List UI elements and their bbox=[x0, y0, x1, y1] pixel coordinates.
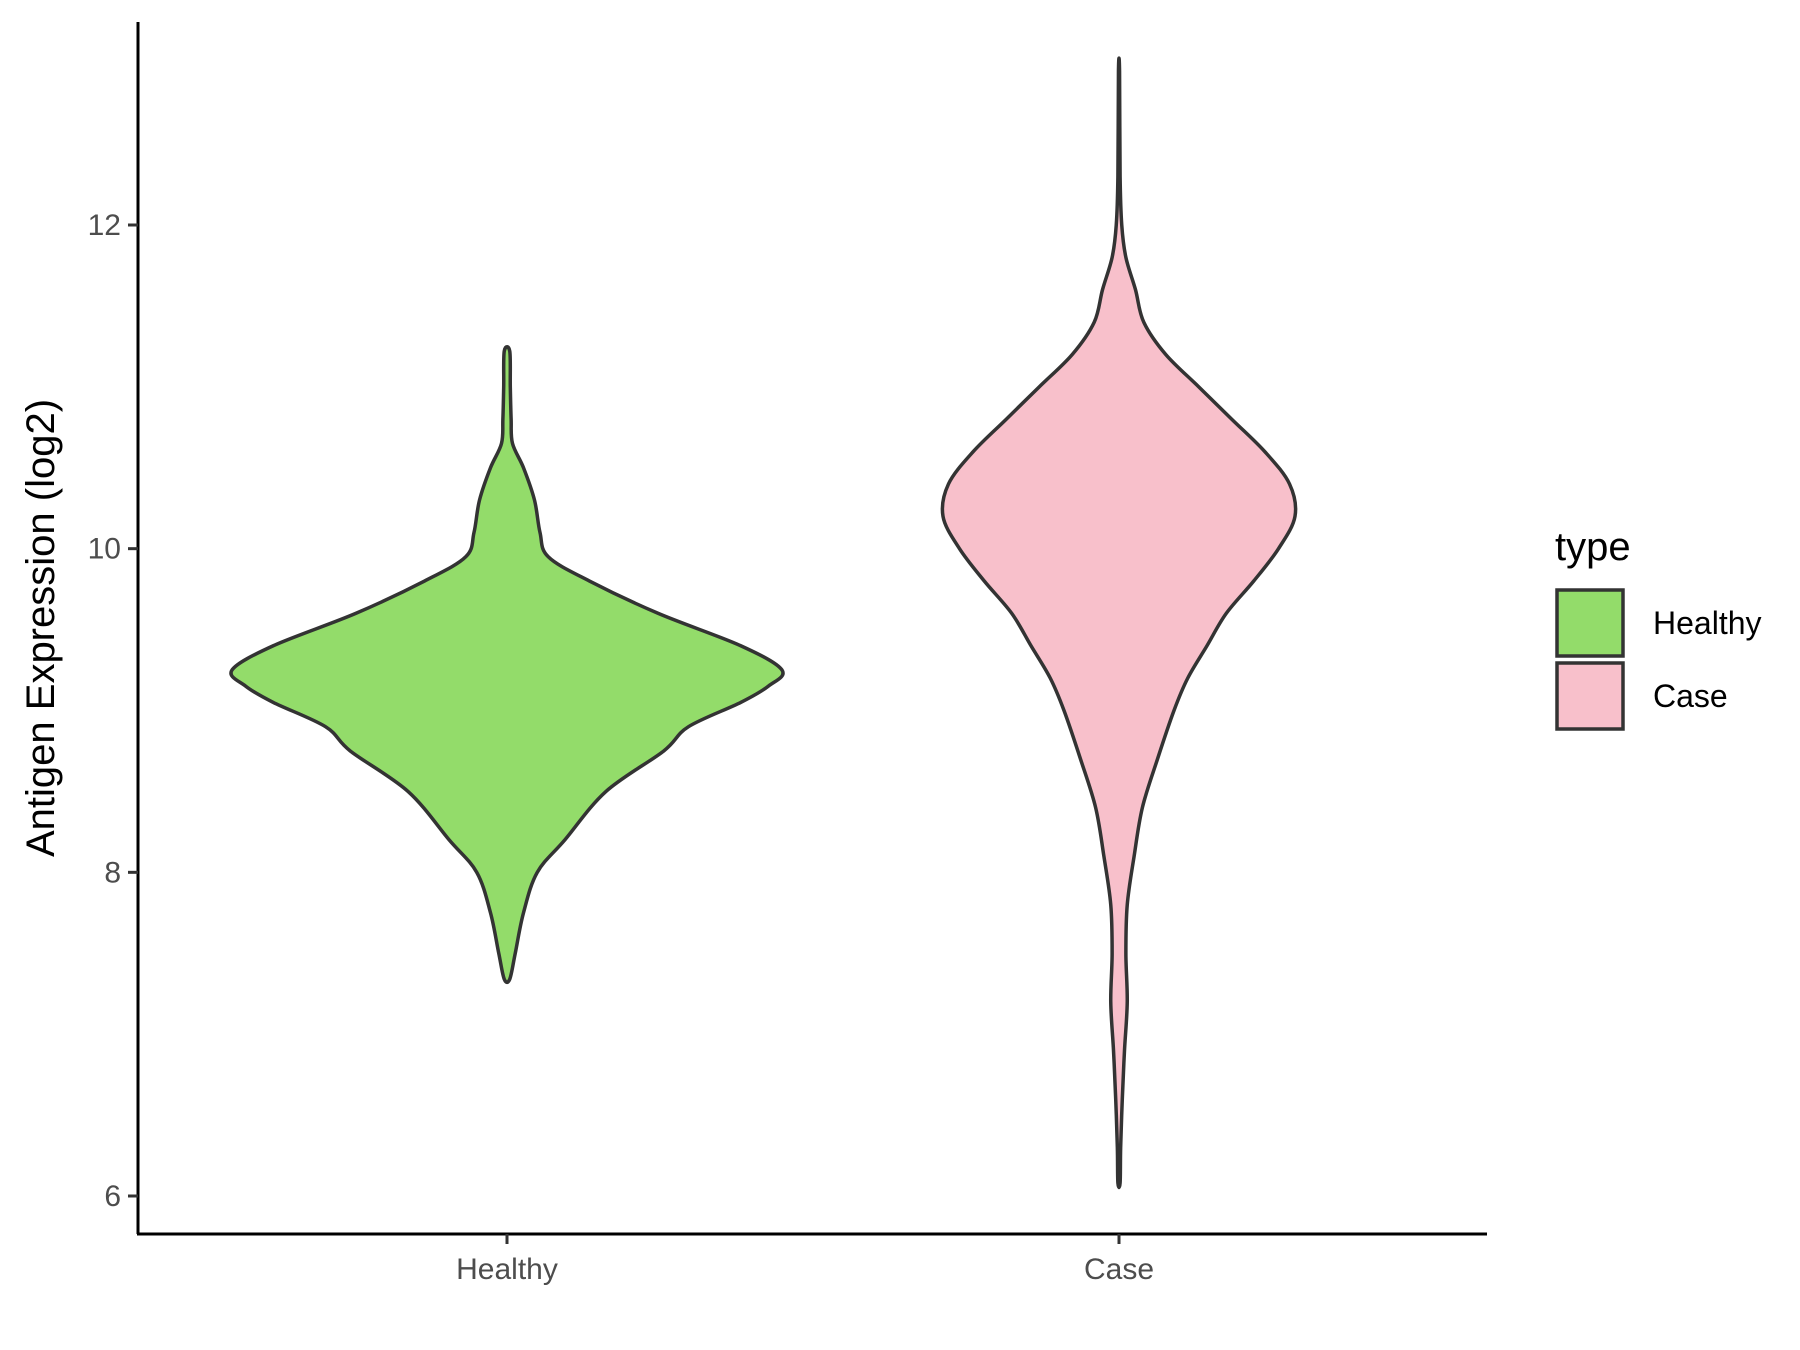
violin-healthy bbox=[229, 345, 785, 985]
x-axis-ticks: Healthy Case bbox=[456, 1234, 1154, 1286]
x-tick-label: Case bbox=[1084, 1253, 1154, 1286]
y-tick-label: 12 bbox=[88, 209, 121, 242]
y-tick-label: 8 bbox=[104, 856, 121, 889]
legend-items: Healthy Case bbox=[1555, 588, 1762, 731]
y-tick-label: 6 bbox=[104, 1180, 121, 1213]
legend: type Healthy Case bbox=[1555, 525, 1762, 731]
legend-swatch-healthy bbox=[1555, 588, 1625, 658]
violin-case bbox=[940, 56, 1298, 1190]
y-tick-label: 10 bbox=[88, 533, 121, 566]
y-axis-ticks: 6 8 10 12 bbox=[88, 209, 138, 1213]
legend-label-healthy: Healthy bbox=[1653, 605, 1762, 641]
y-axis-title: Antigen Expression (log2) bbox=[19, 399, 63, 857]
x-tick-label: Healthy bbox=[456, 1253, 558, 1286]
violins bbox=[229, 56, 1298, 1190]
legend-title: type bbox=[1555, 525, 1631, 569]
legend-swatch-case bbox=[1555, 661, 1625, 731]
legend-label-case: Case bbox=[1653, 678, 1728, 714]
